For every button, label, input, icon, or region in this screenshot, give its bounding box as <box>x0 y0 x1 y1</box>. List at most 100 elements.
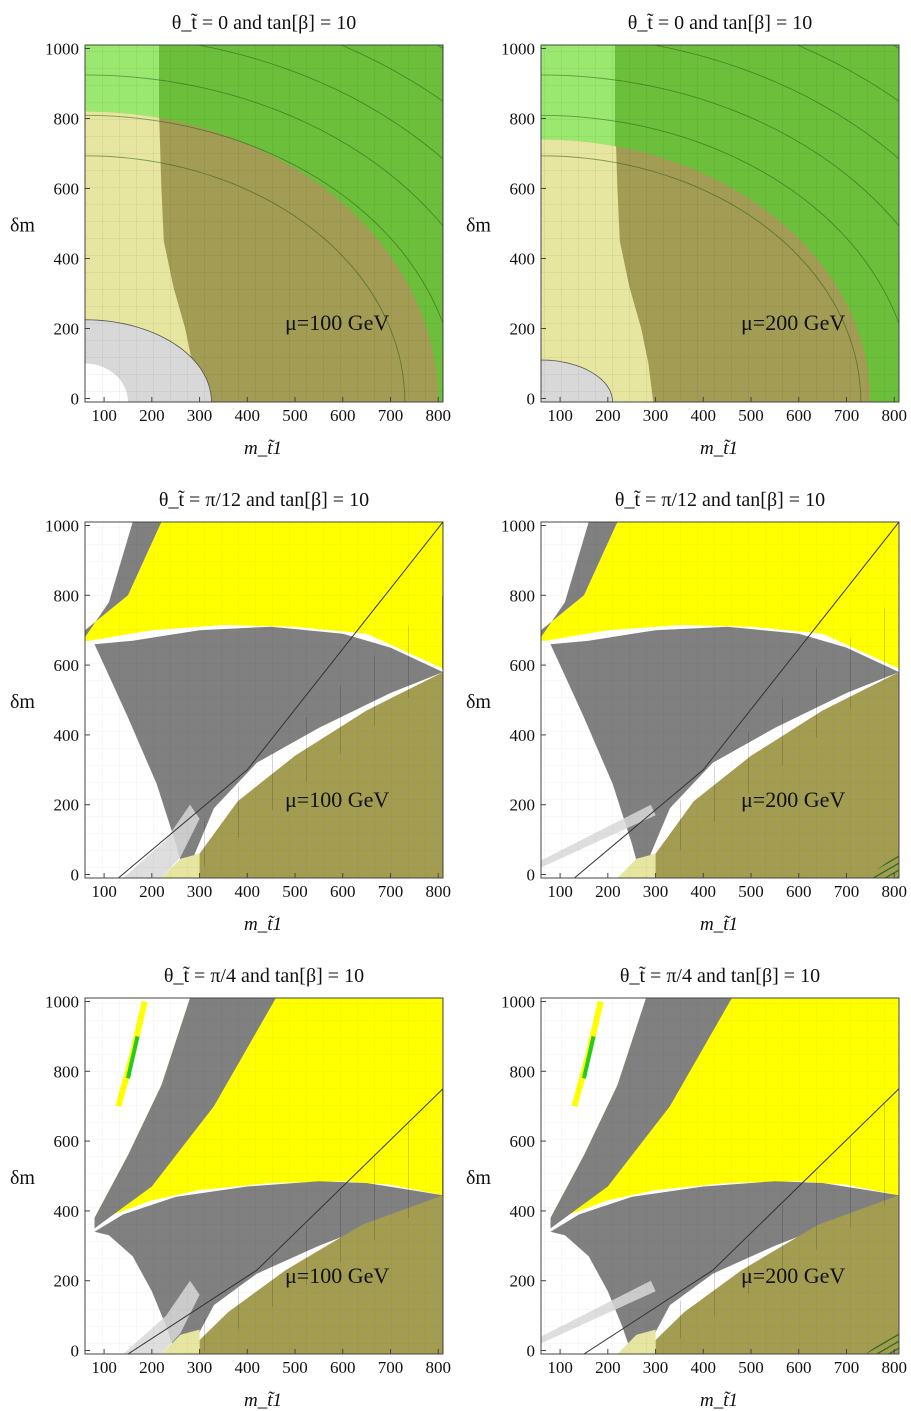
panel-6: 100 200 300 400 500 600 700 800 0 200 400 600 800 100… <box>466 965 907 1411</box>
x-tick-label: 400 <box>691 1358 717 1377</box>
y-tick-label: 600 <box>54 656 80 675</box>
plot-area <box>85 45 443 402</box>
x-tick-label: 400 <box>235 406 261 425</box>
y-tick-label: 600 <box>510 1132 536 1151</box>
y-axis-label: δm <box>10 1167 35 1189</box>
y-tick-label: 1000 <box>501 40 535 59</box>
y-tick-label: 400 <box>54 726 80 745</box>
y-tick-label: 1000 <box>45 992 79 1011</box>
y-tick-label: 0 <box>527 390 536 409</box>
plot-frame <box>540 521 900 879</box>
panel-5: 100 200 300 400 500 600 700 800 0 200 400 600 800 100… <box>10 965 451 1411</box>
x-tick-label: 700 <box>378 882 404 901</box>
y-axis-label: δm <box>466 215 491 237</box>
x-tick-label: 300 <box>643 1358 669 1377</box>
x-axis-label: m_t̃1 <box>700 914 738 935</box>
x-tick-label: 600 <box>786 1358 812 1377</box>
y-tick-label: 400 <box>54 1202 80 1221</box>
x-tick-label: 300 <box>643 882 669 901</box>
plot-frame <box>84 997 444 1355</box>
x-tick-label: 200 <box>595 1358 621 1377</box>
y-tick-label: 0 <box>71 1342 80 1361</box>
x-tick-label: 800 <box>881 1358 907 1377</box>
x-tick-label: 100 <box>91 406 117 425</box>
y-tick-label: 600 <box>54 1132 80 1151</box>
x-tick-label: 500 <box>282 882 308 901</box>
y-tick-label: 800 <box>510 586 536 605</box>
x-tick-label: 400 <box>235 1358 261 1377</box>
x-axis-label: m_t̃1 <box>244 438 282 459</box>
panel-title: θ_t̃ = π/12 and tan[β] = 10 <box>615 489 825 511</box>
y-axis-label: δm <box>10 215 35 237</box>
x-tick-label: 100 <box>91 1358 117 1377</box>
y-tick-label: 600 <box>510 656 536 675</box>
panel-title: θ_t̃ = π/12 and tan[β] = 10 <box>159 489 369 511</box>
x-tick-label: 700 <box>378 1358 404 1377</box>
x-tick-label: 200 <box>139 882 165 901</box>
y-axis-label: δm <box>10 691 35 713</box>
x-tick-label: 300 <box>187 1358 213 1377</box>
y-tick-label: 0 <box>527 1342 536 1361</box>
x-tick-label: 400 <box>691 882 717 901</box>
x-tick-label: 800 <box>881 882 907 901</box>
x-tick-label: 100 <box>547 406 573 425</box>
x-axis-label: m_t̃1 <box>244 914 282 935</box>
x-tick-label: 500 <box>738 406 764 425</box>
plot-frame <box>540 997 900 1355</box>
x-tick-label: 200 <box>595 882 621 901</box>
plot-frame <box>84 521 444 879</box>
y-tick-label: 200 <box>510 320 536 339</box>
x-tick-label: 100 <box>91 882 117 901</box>
x-tick-label: 800 <box>425 406 451 425</box>
mu-annotation: μ=200 GeV <box>741 310 845 335</box>
panel-title: θ_t̃ = 0 and tan[β] = 10 <box>172 12 357 34</box>
x-axis-label: m_t̃1 <box>700 438 738 459</box>
plot-area <box>85 522 443 878</box>
x-tick-label: 700 <box>834 406 860 425</box>
x-tick-label: 200 <box>139 406 165 425</box>
x-tick-label: 800 <box>425 882 451 901</box>
panel-title: θ_t̃ = π/4 and tan[β] = 10 <box>164 965 364 987</box>
panel-title: θ_t̃ = π/4 and tan[β] = 10 <box>620 965 820 987</box>
x-tick-label: 100 <box>547 1358 573 1377</box>
x-tick-label: 600 <box>330 406 356 425</box>
y-tick-label: 600 <box>510 180 536 199</box>
y-tick-label: 800 <box>510 1062 536 1081</box>
plot-area <box>541 522 899 878</box>
x-tick-label: 800 <box>425 1358 451 1377</box>
x-axis-label: m_t̃1 <box>700 1390 738 1411</box>
x-tick-label: 300 <box>643 406 669 425</box>
y-tick-label: 400 <box>510 726 536 745</box>
panel-2: 100 200 300 400 500 600 700 800 0 200 400 600 800 100… <box>466 12 907 459</box>
x-tick-label: 400 <box>235 882 261 901</box>
y-tick-label: 800 <box>54 586 80 605</box>
panel-4: 100 200 300 400 500 600 700 800 0 200 400 600 800 100… <box>466 489 907 935</box>
x-tick-label: 500 <box>738 882 764 901</box>
y-axis-label: δm <box>466 691 491 713</box>
y-tick-label: 200 <box>510 796 536 815</box>
plot-area <box>85 998 443 1354</box>
y-tick-label: 800 <box>510 110 536 129</box>
x-tick-label: 700 <box>834 1358 860 1377</box>
x-tick-label: 300 <box>187 882 213 901</box>
mu-annotation: μ=200 GeV <box>741 1263 845 1288</box>
x-tick-label: 700 <box>378 406 404 425</box>
y-tick-label: 0 <box>71 390 80 409</box>
y-tick-label: 1000 <box>45 516 79 535</box>
y-tick-label: 1000 <box>501 516 535 535</box>
mu-annotation: μ=100 GeV <box>285 310 389 335</box>
plot-area <box>541 998 899 1354</box>
panel-3: 100 200 300 400 500 600 700 800 0 200 400 600 800 100… <box>10 489 451 935</box>
y-tick-label: 600 <box>54 180 80 199</box>
x-tick-label: 200 <box>595 406 621 425</box>
y-tick-label: 400 <box>510 250 536 269</box>
x-tick-label: 300 <box>187 406 213 425</box>
y-tick-label: 0 <box>527 866 536 885</box>
y-tick-label: 800 <box>54 1062 80 1081</box>
y-tick-label: 200 <box>54 796 80 815</box>
x-tick-label: 600 <box>786 882 812 901</box>
y-axis-label: δm <box>466 1167 491 1189</box>
x-tick-label: 500 <box>738 1358 764 1377</box>
y-tick-label: 400 <box>510 1202 536 1221</box>
